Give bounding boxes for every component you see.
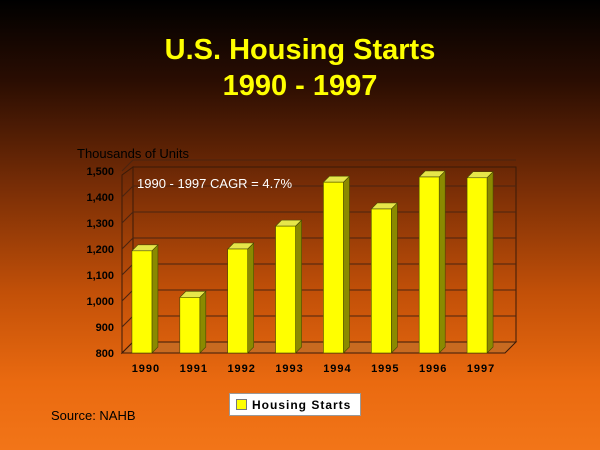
bar-front	[275, 225, 296, 354]
bar-front	[418, 176, 440, 354]
bar	[131, 244, 159, 354]
chart-grid	[120, 159, 518, 355]
bar	[179, 290, 207, 354]
bar	[418, 170, 446, 354]
x-tick-label: 1996	[419, 363, 447, 375]
bar-side	[295, 219, 302, 354]
y-tick-label: 900	[96, 322, 114, 334]
bar-front	[179, 297, 201, 354]
y-axis-label: Thousands of Units	[77, 146, 190, 161]
bar-side	[151, 244, 159, 354]
bar	[466, 171, 494, 354]
bar-front	[371, 208, 392, 354]
x-tick-label: 1993	[275, 363, 303, 375]
gridline-depth	[121, 315, 134, 328]
bar-side	[199, 290, 207, 354]
legend-label: Housing Starts	[252, 397, 352, 412]
bar	[322, 175, 351, 354]
bar-front	[131, 250, 153, 354]
bar-side	[486, 171, 494, 354]
y-tick-label: 1,100	[86, 270, 114, 282]
slide-subtitle: 1990 - 1997	[222, 70, 378, 102]
bar-front	[227, 248, 248, 354]
y-tick-label: 1,500	[86, 166, 114, 178]
bar	[370, 202, 399, 354]
chart-bars	[131, 170, 494, 354]
x-tick-label: 1992	[227, 363, 255, 375]
x-tick-label: 1994	[323, 363, 351, 375]
bar-side	[391, 202, 398, 354]
gridline-depth	[121, 211, 134, 224]
slide-title: U.S. Housing Starts	[164, 34, 436, 66]
bar	[226, 242, 255, 354]
source-note: Source: NAHB	[51, 408, 136, 423]
x-tick-label: 1995	[371, 363, 399, 375]
y-tick-label: 800	[96, 348, 114, 360]
gridline-depth	[121, 289, 134, 302]
bar-side	[343, 175, 350, 354]
y-tick-label: 1,400	[86, 192, 114, 204]
bar-front	[323, 181, 344, 354]
x-tick-label: 1997	[467, 363, 495, 375]
gridline-depth	[121, 263, 134, 276]
bar-side	[247, 242, 254, 354]
chart-legend: Housing Starts	[229, 393, 361, 416]
gridline-depth	[121, 237, 134, 250]
bar-side	[438, 170, 446, 354]
x-tick-label: 1990	[132, 363, 160, 375]
chart-labels: 800 900 1,000 1,100 1,200 1,300 1,400 1,500 Thou…	[77, 146, 495, 375]
y-tick-label: 1,000	[86, 296, 114, 308]
legend-swatch	[236, 399, 247, 410]
bar	[274, 219, 303, 354]
x-tick-label: 1991	[180, 363, 208, 375]
gridline-depth	[121, 159, 134, 172]
bar-front	[466, 177, 488, 354]
y-tick-label: 1,300	[86, 218, 114, 230]
cagr-annotation: 1990 - 1997 CAGR = 4.7%	[137, 176, 292, 191]
y-tick-label: 1,200	[86, 244, 114, 256]
gridline-depth	[121, 185, 134, 198]
